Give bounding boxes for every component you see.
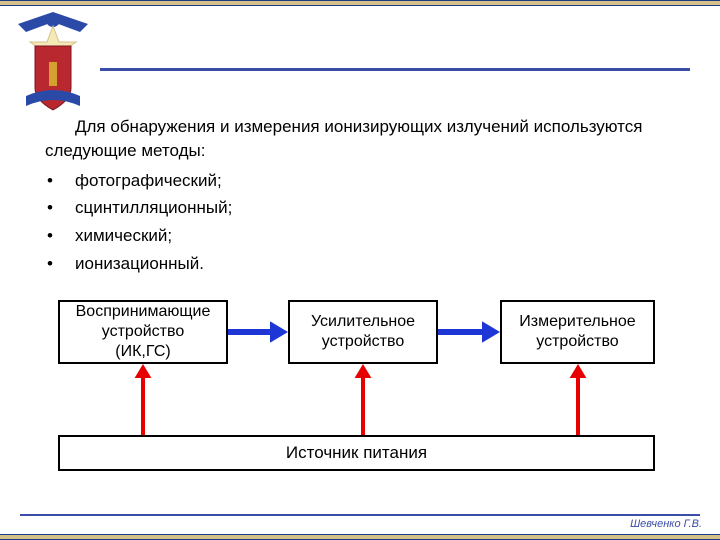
methods-list: фотографический; сцинтилляционный; химич… [45,169,680,276]
emblem-logo [8,2,98,117]
intro-text: Для обнаружения и измерения ионизирующих… [45,115,680,163]
method-item: фотографический; [45,169,680,193]
box-measuring-device: Измерительноеустройство [500,300,655,364]
box-power-source: Источник питания [58,435,655,471]
flow-diagram: Воспринимающиеустройство(ИК,ГС) Усилител… [0,300,720,500]
box-perceiving-device: Воспринимающиеустройство(ИК,ГС) [58,300,228,364]
method-item: ионизационный. [45,252,680,276]
method-item: химический; [45,224,680,248]
method-item: сцинтилляционный; [45,196,680,220]
footer-divider [20,514,700,516]
header-divider [100,68,690,71]
bottom-band [0,534,720,540]
footer-author: Шевченко Г.В. [630,518,702,530]
box-amplifier-device: Усилительноеустройство [288,300,438,364]
content-area: Для обнаружения и измерения ионизирующих… [45,115,680,280]
top-band [0,0,720,6]
